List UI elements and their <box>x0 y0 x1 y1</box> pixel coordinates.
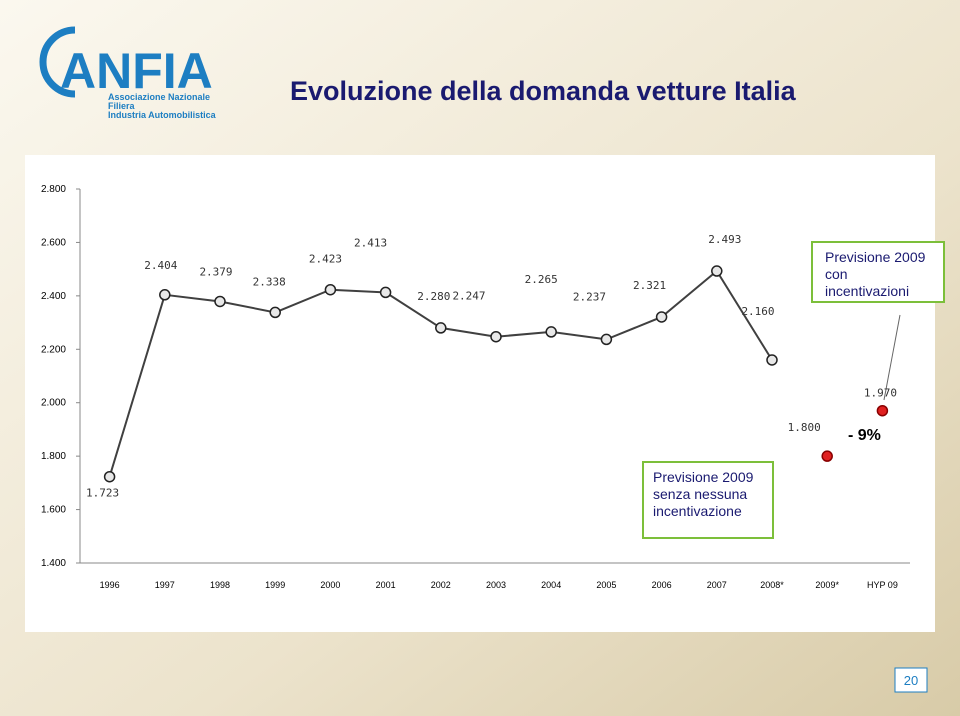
data-label: 1.970 <box>864 387 897 400</box>
data-point <box>435 322 447 334</box>
y-tick-label: 1.600 <box>41 505 66 516</box>
y-tick-label: 2.600 <box>41 237 66 248</box>
annotation: Previsione 2009 con incentivazioni <box>825 249 926 299</box>
data-point <box>655 311 668 323</box>
chart-area <box>25 155 935 632</box>
data-label: 2.493 <box>708 233 741 246</box>
data-point <box>324 283 337 296</box>
annotation: Previsione 2009 senza nessuna incentivazio… <box>653 469 754 519</box>
data-label: 2.265 <box>525 273 558 286</box>
x-tick-label: 2007 <box>707 580 727 590</box>
data-label: 1.800 <box>788 421 821 434</box>
data-point <box>876 404 889 417</box>
x-tick-label: 1999 <box>265 580 285 590</box>
data-label: 2.237 <box>573 290 606 303</box>
x-tick-label: 2005 <box>596 580 616 590</box>
y-tick-label: 2.800 <box>41 184 66 195</box>
data-point <box>490 330 502 343</box>
logo-arc <box>39 26 76 98</box>
data-point <box>766 354 778 366</box>
data-point <box>821 450 833 462</box>
data-point <box>269 306 281 319</box>
data-label: 2.404 <box>144 259 177 272</box>
logo-subtitle: Associazione Nazionale <box>108 92 210 102</box>
data-point <box>159 289 171 301</box>
chart-title: Evoluzione della domanda vetture Italia <box>290 76 797 106</box>
annotation-box <box>811 241 945 303</box>
x-tick-label: 2003 <box>486 580 506 590</box>
x-tick-label: 2004 <box>541 580 561 590</box>
data-label: 2.280 <box>417 290 450 303</box>
page-number-box <box>894 667 928 693</box>
data-label: 2.338 <box>253 275 286 288</box>
x-tick-label: HYP 09 <box>867 580 898 590</box>
data-label: 2.423 <box>309 253 342 266</box>
data-point <box>214 295 226 308</box>
annotation-arrow <box>883 314 901 401</box>
y-tick-label: 1.800 <box>41 451 66 462</box>
data-point <box>379 286 392 299</box>
data-label: 1.723 <box>86 487 119 500</box>
data-label: 2.160 <box>741 305 774 318</box>
logo-text: ANFIA <box>60 43 213 99</box>
logo: ANFIA Associazione Nazionale Filiera Ind… <box>39 26 217 120</box>
x-tick-label: 2000 <box>320 580 340 590</box>
logo-subtitle: Industria Automobilistica <box>108 110 217 120</box>
x-tick-label: 1998 <box>210 580 230 590</box>
x-tick-label: 2001 <box>376 580 396 590</box>
data-point <box>711 265 723 277</box>
x-tick-label: 1997 <box>155 580 175 590</box>
logo-subtitle: Filiera <box>108 101 136 111</box>
annotation-box <box>642 461 774 539</box>
data-point <box>600 333 613 346</box>
data-point <box>103 470 116 483</box>
y-tick-label: 2.200 <box>41 344 66 355</box>
x-tick-label: 2008* <box>760 580 784 590</box>
data-label: 2.413 <box>354 236 387 249</box>
x-tick-label: 2002 <box>431 580 451 590</box>
data-label: 2.379 <box>199 265 232 278</box>
annotation: - 9% <box>848 427 881 444</box>
data-label: 2.247 <box>452 290 485 303</box>
y-tick-label: 2.000 <box>41 398 66 409</box>
x-tick-label: 2006 <box>652 580 672 590</box>
data-point <box>545 326 557 338</box>
y-tick-label: 2.400 <box>41 291 66 302</box>
page-number: 20 <box>904 673 918 688</box>
x-tick-label: 1996 <box>100 580 120 590</box>
x-tick-label: 2009* <box>815 580 839 590</box>
data-label: 2.321 <box>633 279 666 292</box>
y-tick-label: 1.400 <box>41 558 66 569</box>
